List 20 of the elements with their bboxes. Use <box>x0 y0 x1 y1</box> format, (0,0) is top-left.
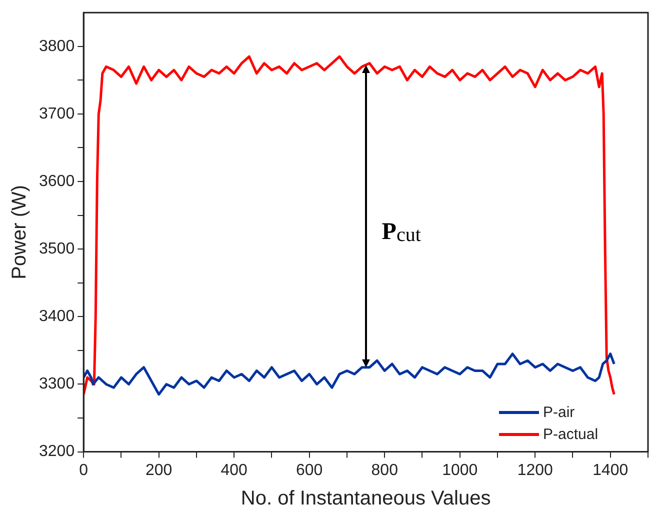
x-axis-title: No. of Instantaneous Values <box>240 488 491 510</box>
y-axis-title: Power (W) <box>8 184 31 280</box>
x-tick-label: 600 <box>296 462 323 479</box>
y-tick-label: 3400 <box>39 308 75 326</box>
x-tick-label: 0 <box>79 462 88 479</box>
y-tick-label: 3800 <box>39 38 75 55</box>
y-tick-label: 3300 <box>39 376 75 393</box>
x-tick-label: 1200 <box>517 462 554 479</box>
annotation: P$_{cut}$ <box>382 218 421 246</box>
y-tick-label: 3600 <box>39 172 75 190</box>
x-tick-label: 200 <box>145 462 172 479</box>
x-tick-label: 1000 <box>442 462 478 479</box>
x-tick-label: 1400 <box>592 462 628 479</box>
legend-label: P-air <box>543 402 575 423</box>
legend-label: P-actual <box>543 424 598 445</box>
y-tick-label: 3700 <box>39 105 75 122</box>
y-tick-label: 3200 <box>39 443 75 460</box>
y-tick-label: 3500 <box>39 240 75 258</box>
x-tick-label: 800 <box>371 462 398 479</box>
x-tick-label: 400 <box>220 462 248 479</box>
